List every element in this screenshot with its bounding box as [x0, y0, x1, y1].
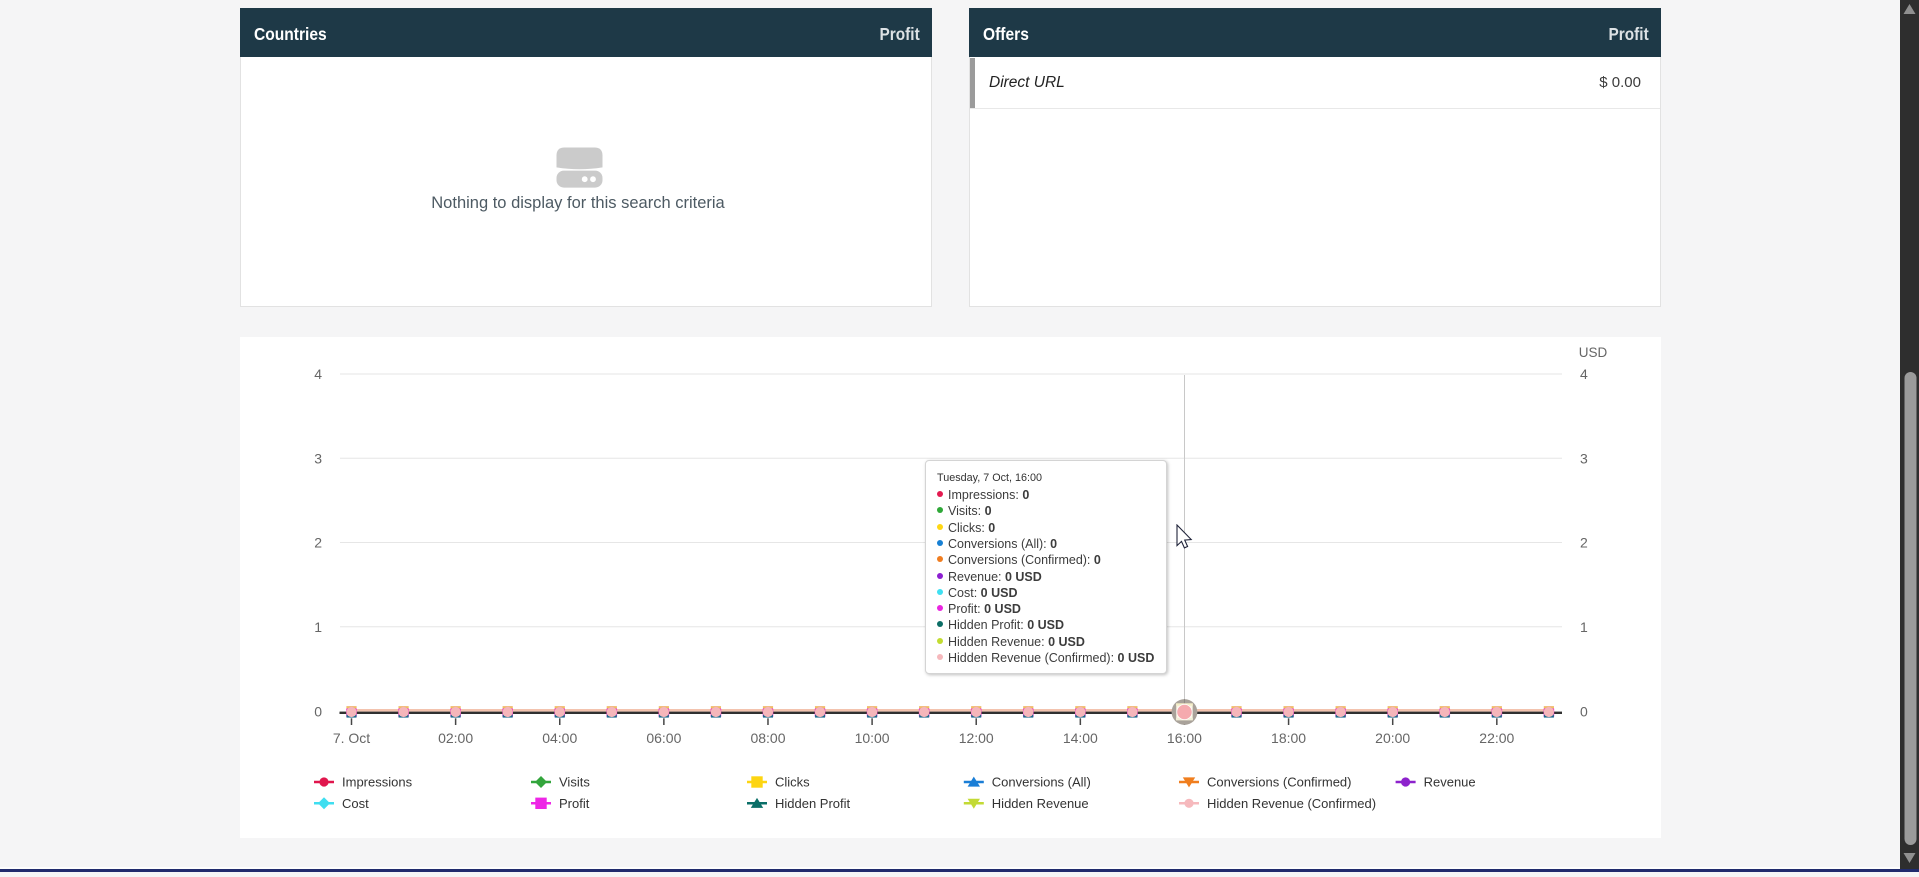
svg-text:1: 1: [314, 619, 322, 635]
svg-text:Conversions (Confirmed): Conversions (Confirmed): [1207, 775, 1352, 790]
svg-text:4: 4: [314, 366, 322, 382]
svg-text:2: 2: [1580, 535, 1588, 551]
svg-text:Revenue: Revenue: [1424, 775, 1476, 790]
svg-text:Hidden Revenue (Confirmed): Hidden Revenue (Confirmed): [1207, 796, 1376, 811]
svg-text:18:00: 18:00: [1271, 730, 1306, 746]
svg-text:Hidden Profit: Hidden Profit: [775, 796, 851, 811]
svg-text:16:00: 16:00: [1167, 730, 1202, 746]
svg-text:Visits: Visits: [559, 775, 590, 790]
svg-text:7. Oct: 7. Oct: [333, 730, 370, 746]
svg-text:3: 3: [314, 450, 322, 466]
svg-text:14:00: 14:00: [1063, 730, 1098, 746]
svg-text:1: 1: [1580, 619, 1588, 635]
svg-text:02:00: 02:00: [438, 730, 473, 746]
svg-text:Profit: Profit: [559, 796, 590, 811]
svg-text:06:00: 06:00: [646, 730, 681, 746]
svg-text:4: 4: [1580, 366, 1588, 382]
svg-text:3: 3: [1580, 450, 1588, 466]
svg-text:Impressions: Impressions: [342, 775, 413, 790]
svg-text:20:00: 20:00: [1375, 730, 1410, 746]
svg-text:0: 0: [1580, 704, 1588, 720]
svg-text:22:00: 22:00: [1479, 730, 1514, 746]
svg-text:2: 2: [314, 535, 322, 551]
svg-text:Hidden Revenue: Hidden Revenue: [992, 796, 1089, 811]
svg-text:08:00: 08:00: [750, 730, 785, 746]
svg-text:12:00: 12:00: [959, 730, 994, 746]
svg-text:USD: USD: [1579, 345, 1608, 360]
svg-text:Clicks: Clicks: [775, 775, 810, 790]
svg-text:Cost: Cost: [342, 796, 369, 811]
svg-text:Conversions (All): Conversions (All): [992, 775, 1091, 790]
svg-text:10:00: 10:00: [855, 730, 890, 746]
svg-text:0: 0: [314, 704, 322, 720]
svg-text:04:00: 04:00: [542, 730, 577, 746]
